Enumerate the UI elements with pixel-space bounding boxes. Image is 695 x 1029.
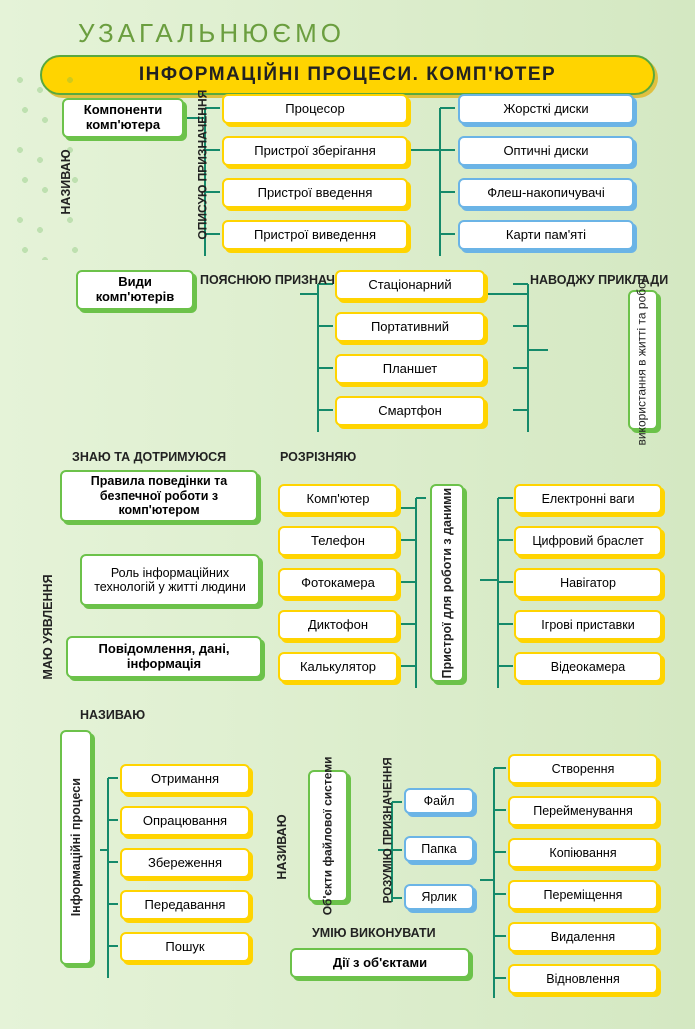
gadget-item: Відеокамера	[514, 652, 662, 682]
storage-item: Флеш-накопичувачі	[458, 178, 634, 208]
heading-message: Повідомлення, дані, інформація	[66, 636, 262, 678]
info-proc-item: Отримання	[120, 764, 250, 794]
heading-components: Компоненти комп'ютера	[62, 98, 184, 138]
label-rozumiyu: РОЗУМІЮ ПРИЗНАЧЕННЯ	[383, 773, 396, 903]
label-umiyu: УМІЮ ВИКОНУВАТИ	[312, 926, 436, 940]
label-navodzhu: НАВОДЖУ ПРИКЛАДИ	[530, 273, 640, 287]
heading-info-proc: Інформаційні процеси	[60, 730, 92, 965]
heading-actions: Дії з об'єктами	[290, 948, 470, 978]
type-item: Портативний	[335, 312, 485, 342]
component-item: Пристрої виведення	[222, 220, 408, 250]
device-item: Диктофон	[278, 610, 398, 640]
label-znayu: ЗНАЮ ТА ДОТРИМУЮСЯ	[72, 450, 226, 464]
device-item: Фотокамера	[278, 568, 398, 598]
page-title: УЗАГАЛЬНЮЄМО	[18, 10, 677, 55]
label-poyasnyuyu: ПОЯСНЮЮ ПРИЗНАЧЕННЯ	[200, 273, 320, 287]
device-item: Комп'ютер	[278, 484, 398, 514]
label-opysuyu: ОПИСУЮ ПРИЗНАЧЕННЯ	[196, 110, 209, 240]
gadget-item: Цифровий браслет	[514, 526, 662, 556]
component-item: Пристрої зберігання	[222, 136, 408, 166]
info-proc-item: Передавання	[120, 890, 250, 920]
storage-item: Карти пам'яті	[458, 220, 634, 250]
device-item: Калькулятор	[278, 652, 398, 682]
type-item: Планшет	[335, 354, 485, 384]
action-item: Видалення	[508, 922, 658, 952]
label-nazyvayu-2: НАЗИВАЮ	[80, 708, 145, 722]
heading-fsobjects: Об'єкти файлової системи	[308, 770, 348, 902]
fs-item: Ярлик	[404, 884, 474, 910]
main-banner: ІНФОРМАЦІЙНІ ПРОЦЕСИ. КОМП'ЮТЕР	[40, 55, 655, 95]
page-root: УЗАГАЛЬНЮЄМО ІНФОРМАЦІЙНІ ПРОЦЕСИ. КОМП'…	[0, 0, 695, 1029]
type-item: Смартфон	[335, 396, 485, 426]
gadget-item: Електронні ваги	[514, 484, 662, 514]
usage-box: використання в житті та роботі	[628, 290, 658, 430]
action-item: Перейменування	[508, 796, 658, 826]
gadget-item: Ігрові приставки	[514, 610, 662, 640]
component-item: Процесор	[222, 94, 408, 124]
action-item: Відновлення	[508, 964, 658, 994]
heading-devices-data: Пристрої для роботи з даними	[430, 484, 464, 682]
label-rozriz: РОЗРІЗНЯЮ	[280, 450, 356, 464]
label-mayu: МАЮ УЯВЛЕННЯ	[41, 567, 55, 687]
device-item: Телефон	[278, 526, 398, 556]
heading-role: Роль інформаційних технологій у житті лю…	[80, 554, 260, 606]
heading-rules: Правила поведінки та безпечної роботи з …	[60, 470, 258, 522]
component-item: Пристрої введення	[222, 178, 408, 208]
action-item: Переміщення	[508, 880, 658, 910]
storage-item: Оптичні диски	[458, 136, 634, 166]
label-nazyvayu-3: НАЗИВАЮ	[275, 797, 289, 897]
info-proc-item: Опрацювання	[120, 806, 250, 836]
gadget-item: Навігатор	[514, 568, 662, 598]
action-item: Копіювання	[508, 838, 658, 868]
fs-item: Папка	[404, 836, 474, 862]
fs-item: Файл	[404, 788, 474, 814]
label-nazyvayu-1: НАЗИВАЮ	[59, 132, 73, 232]
action-item: Створення	[508, 754, 658, 784]
storage-item: Жорсткі диски	[458, 94, 634, 124]
type-item: Стаціонарний	[335, 270, 485, 300]
info-proc-item: Пошук	[120, 932, 250, 962]
info-proc-item: Збереження	[120, 848, 250, 878]
heading-types: Види комп'ютерів	[76, 270, 194, 310]
